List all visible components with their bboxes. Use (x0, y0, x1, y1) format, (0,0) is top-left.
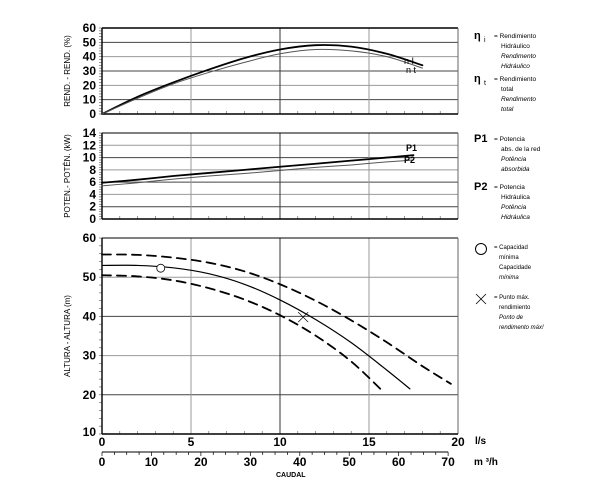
circle-marker-icon (475, 243, 487, 255)
power-axis-label: POTEN.- POTÊN. (kW) (63, 134, 72, 218)
eta-i-line-2: Hidráulico (501, 43, 530, 50)
efficiency-y-tick-label: 10 (83, 93, 97, 107)
power-y-tick-label: 12 (83, 138, 97, 152)
x-unit-ls: l/s (475, 436, 487, 447)
efficiency-y-tick-label: 60 (83, 21, 97, 35)
p2-line-3: Potência (501, 204, 527, 211)
efficiency-y-tick-label: 50 (83, 35, 97, 49)
head-series-upper (101, 253, 452, 385)
x-tick-label-ls: 0 (99, 435, 106, 449)
eta-t-line-2: total (501, 86, 514, 93)
x-tick-label-ls: 10 (273, 435, 287, 449)
circle-line-1: = Capacidad (494, 245, 528, 251)
head-y-tick-label: 30 (83, 349, 97, 363)
legend-p1: P1 = Potencia abs. de la red Potência ab… (474, 133, 594, 185)
head-y-tick-label: 60 (83, 231, 97, 245)
min-capacity-marker (156, 263, 166, 273)
power-y-tick-label: 2 (89, 200, 96, 214)
head-axis-label: ALTURA - ALTURA (m) (63, 295, 72, 377)
eta-i-subscript: i (484, 37, 486, 44)
x-tick-label-ls: 15 (362, 435, 376, 449)
circle-line-4: mínima (499, 275, 519, 281)
power-series-p2 (101, 159, 414, 187)
p1-line-3: Potência (501, 156, 527, 163)
efficiency-y-tick-label: 20 (83, 78, 97, 92)
power-y-tick-label: 10 (83, 151, 97, 165)
eta-t-line-1: = Rendimiento (494, 76, 537, 83)
eta-i-line-1: = Rendimiento (494, 33, 537, 40)
x-unit-m3h: m ³/h (474, 457, 498, 468)
series-label-p1: P1 (406, 143, 417, 153)
p2-line-4: Hidráulica (501, 214, 530, 221)
x-tick-label-m3h: 50 (343, 455, 357, 469)
circle-line-3: Capacidade (499, 265, 532, 271)
head-y-tick-label: 40 (83, 309, 97, 323)
legend-eta-t: η t = Rendimiento total Rendimento total (474, 73, 594, 125)
p1-line-1: = Potencia (494, 136, 525, 143)
eta-t-line-3: Rendimento (501, 96, 537, 103)
x-tick-label-m3h: 40 (293, 455, 307, 469)
eta-i-symbol: η (474, 30, 481, 42)
efficiency-axis-label: REND. - REND. (%) (63, 35, 72, 107)
cross-marker-icon (475, 293, 487, 305)
eta-i-line-4: Hidráulico (501, 63, 530, 70)
head-y-tick-label: 20 (83, 388, 97, 402)
x-tick-label-m3h: 20 (194, 455, 208, 469)
x-tick-label-m3h: 70 (441, 455, 455, 469)
p2-line-2: Hidráulica (501, 194, 530, 201)
x-tick-label-m3h: 30 (244, 455, 258, 469)
eta-t-subscript: t (484, 80, 486, 87)
x-tick-label-m3h: 0 (99, 455, 106, 469)
cross-line-1: = Punto máx. (494, 295, 530, 301)
x-axis-title: CAUDAL (276, 472, 306, 479)
series-label-n-i: n I (404, 56, 414, 66)
p2-line-1: = Potencia (494, 184, 525, 191)
head-y-tick-label: 50 (83, 270, 97, 284)
legend-p2: P2 = Potencia Hidráulica Potência Hidráu… (474, 181, 594, 233)
power-series-p1 (101, 154, 415, 184)
head-series-nominal (101, 264, 411, 390)
head-y-tick-label: 10 (83, 425, 97, 439)
power-y-tick-label: 8 (89, 163, 96, 177)
p2-symbol: P2 (474, 181, 488, 193)
power-y-tick-label: 0 (89, 212, 96, 226)
cross-line-4: rendimento máx! (499, 325, 544, 331)
x-tick-label-m3h: 10 (145, 455, 159, 469)
max-efficiency-marker (297, 311, 309, 323)
power-y-tick-label: 6 (89, 175, 96, 189)
power-y-tick-label: 4 (89, 187, 96, 201)
series-label-n-t: n t (406, 65, 417, 75)
cross-line-3: Ponto de (499, 315, 524, 321)
cross-line-2: rendimiento (499, 305, 531, 311)
eta-t-symbol: η (474, 73, 481, 85)
p1-symbol: P1 (474, 133, 488, 145)
head-series-lower (101, 274, 385, 393)
eta-t-line-4: total (501, 106, 514, 113)
p1-line-2: abs. de la red (501, 146, 541, 153)
circle-line-2: mínima (499, 255, 519, 261)
x-tick-label-ls: 5 (188, 435, 195, 449)
p1-line-4: absorbida (501, 166, 530, 173)
x-tick-label-m3h: 60 (392, 455, 406, 469)
legend-max-efficiency: = Punto máx. rendimiento Ponto de rendim… (474, 293, 594, 343)
efficiency-y-tick-label: 0 (89, 107, 96, 121)
power-y-tick-label: 14 (83, 126, 97, 140)
series-label-p2: P2 (404, 155, 415, 165)
efficiency-y-tick-label: 40 (83, 50, 97, 64)
eta-i-line-3: Rendimento (501, 53, 537, 60)
x-tick-label-ls: 20 (451, 435, 465, 449)
legend-eta-i: η i = Rendimiento Hidráulico Rendimento … (474, 30, 594, 82)
legend-min-capacity: = Capacidad mínima Capacidade mínima (474, 243, 594, 293)
efficiency-y-tick-label: 30 (83, 64, 97, 78)
efficiency-series-n-t (101, 48, 423, 115)
efficiency-series-n-i (101, 44, 424, 115)
